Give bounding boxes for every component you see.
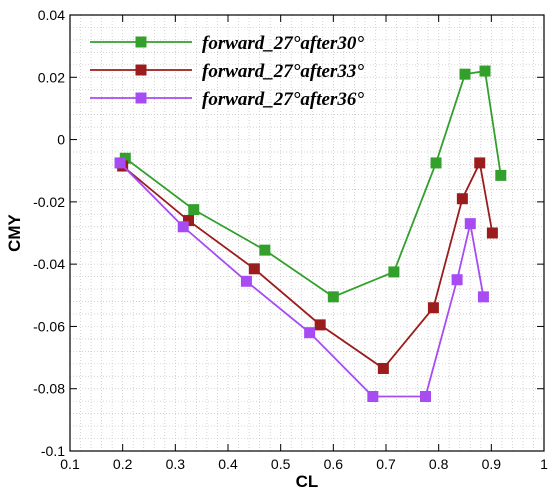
y-tick-label: -0.06 <box>33 318 65 334</box>
series-2-point <box>248 263 260 275</box>
x-tick-label: 0.5 <box>271 456 291 472</box>
series-group <box>114 65 507 402</box>
legend-marker-2 <box>135 64 147 76</box>
series-2-point <box>314 319 326 331</box>
series-2-point <box>183 215 194 227</box>
legend-marker-1 <box>135 36 147 48</box>
x-tick-label: 0.4 <box>218 456 238 472</box>
x-tick-label: 0.2 <box>113 456 133 472</box>
y-tick-label: -0.08 <box>33 381 65 397</box>
series-1-point <box>259 244 271 256</box>
y-tick-label: 0.04 <box>38 7 65 23</box>
series-3-point <box>177 221 189 233</box>
legend-label-2: forward_27°after33° <box>202 61 364 82</box>
y-tick-label: 0 <box>57 132 65 148</box>
y-tick-label: -0.1 <box>41 443 65 459</box>
series-3-point <box>420 391 431 402</box>
x-tick-label: 0.6 <box>324 456 344 472</box>
x-tick-label: 0.8 <box>429 456 449 472</box>
series-2-point <box>427 302 439 314</box>
series-3-point <box>240 275 252 287</box>
series-3-point <box>464 218 476 230</box>
y-tick-label: 0.02 <box>38 69 65 85</box>
x-tick-label: 0.9 <box>482 456 502 472</box>
y-axis-title: CMY <box>5 213 24 251</box>
series-3-point <box>114 157 126 169</box>
legend: forward_27°after30° forward_27°after33°fo… <box>90 33 364 110</box>
series-2-point <box>377 362 389 374</box>
plot-frame <box>69 14 545 452</box>
axis-ticks: 0.1 0.2 0.3 0.4 0.5 0.6 0.7 0.8 0.9 1 -0.1 -0.08 -0.… <box>33 7 548 472</box>
series-2-point <box>486 227 498 239</box>
series-1-point <box>479 65 491 77</box>
series-1-point <box>388 266 400 278</box>
x-tick-label: 0.7 <box>376 456 396 472</box>
y-tick-label: -0.02 <box>33 194 65 210</box>
y-tick-label: -0.04 <box>33 256 65 272</box>
series-1-point <box>430 157 442 169</box>
grid <box>70 15 544 451</box>
series-3-point <box>367 391 379 402</box>
x-tick-label: 0.1 <box>60 456 80 472</box>
series-1-point <box>188 204 200 216</box>
legend-label-1: forward_27°after30° <box>202 33 364 54</box>
series-3-point <box>477 291 489 303</box>
series-3-point <box>451 274 463 286</box>
series-3-point <box>304 327 316 339</box>
series-2-point <box>474 157 486 169</box>
series-2-point <box>456 193 468 205</box>
series-1-point <box>459 68 471 80</box>
series-1-point <box>327 291 339 303</box>
legend-label-3: forward_27°after36° <box>202 89 364 110</box>
series-1-point <box>495 169 507 181</box>
x-axis-title: CL <box>296 472 319 491</box>
legend-marker-3 <box>135 92 147 104</box>
x-tick-label: 1 <box>540 456 548 472</box>
x-tick-label: 0.3 <box>166 456 186 472</box>
